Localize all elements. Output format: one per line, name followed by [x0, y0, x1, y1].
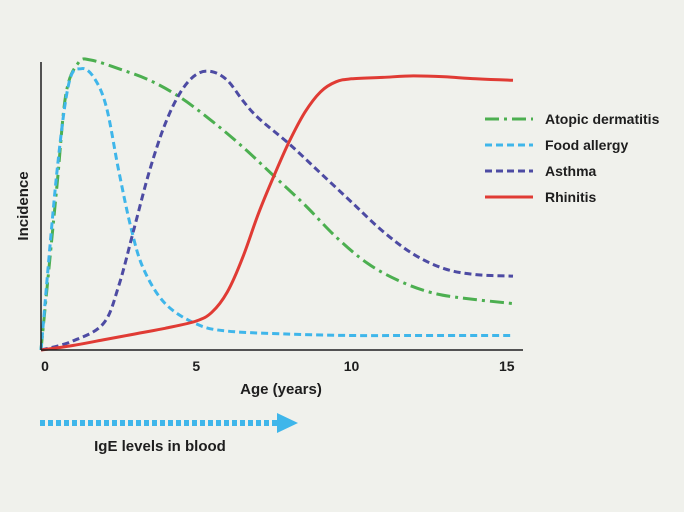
legend: Atopic dermatitis Food allergy Asthma Rhini… — [485, 111, 660, 205]
series-line-asthma — [40, 69, 514, 352]
x-tick-label: 10 — [344, 358, 360, 374]
series-line-rhinitis — [40, 74, 514, 352]
series-line-atopic-dermatitis — [39, 57, 514, 351]
x-tick-label: 5 — [192, 358, 200, 374]
ige-arrow: IgE levels in blood — [40, 413, 298, 455]
y-axis-title: Incidence — [15, 171, 32, 240]
series-layer — [39, 57, 514, 352]
legend-label-rhinitis: Rhinitis — [545, 189, 597, 205]
legend-label-asthma: Asthma — [545, 163, 597, 179]
ige-arrow-head — [277, 413, 298, 433]
series-line-food-allergy — [39, 67, 513, 351]
x-ticks: 0 5 10 15 — [41, 358, 515, 374]
x-tick-label: 0 — [41, 358, 49, 374]
x-axis-title: Age (years) — [240, 381, 322, 398]
legend-label-food-allergy: Food allergy — [545, 137, 628, 153]
x-tick-label: 15 — [499, 358, 515, 374]
legend-label-atopic-dermatitis: Atopic dermatitis — [545, 111, 660, 127]
ige-arrow-label: IgE levels in blood — [94, 438, 226, 455]
